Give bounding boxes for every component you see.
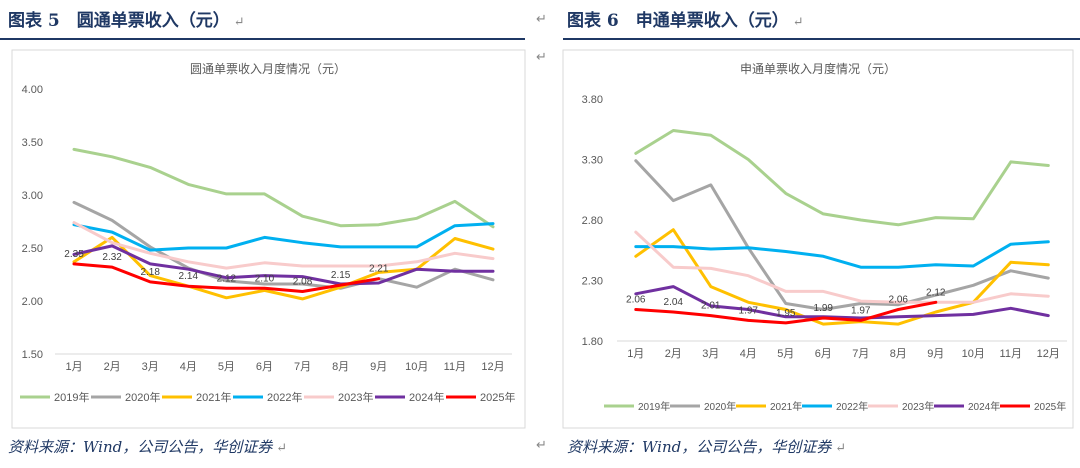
data-label: 1.99 (814, 303, 834, 314)
x-tick-label: 3月 (142, 361, 159, 373)
right-figure-header: 图表 6 申通单票收入（元） ↵ (563, 0, 1080, 40)
legend-label: 2022年 (836, 400, 868, 413)
left-figure-header: 图表 5 圆通单票收入（元） ↵ (0, 0, 525, 40)
legend-label: 2019年 (54, 390, 89, 404)
data-label: 2.12 (217, 273, 237, 284)
x-tick-label: 12月 (481, 361, 504, 373)
x-tick-label: 2月 (665, 348, 682, 360)
series-line-2023年 (634, 230, 1050, 304)
right-chart: 申通单票收入月度情况（元） 3.80 3.30 2.80 2.30 1.80 1月 2月 3月 4… (582, 61, 1067, 413)
x-tick-label: 1月 (65, 361, 82, 373)
return-mark-left: ↵ (536, 12, 547, 27)
x-tick-label: 3月 (702, 348, 719, 360)
series-line-2022年 (72, 222, 495, 252)
x-tick-label: 1月 (627, 348, 644, 360)
legend-label: 2025年 (480, 390, 515, 404)
y-tick-label: 2.30 (582, 276, 603, 288)
x-tick-label: 7月 (852, 348, 869, 360)
series-line-2019年 (72, 147, 495, 229)
y-tick-label: 3.80 (582, 94, 603, 106)
legend-label: 2022年 (267, 390, 302, 404)
data-label: 2.15 (331, 270, 351, 281)
series-line-2025年 (72, 262, 381, 293)
series-line-2020年 (634, 159, 1050, 311)
series-line-2021年 (634, 228, 1050, 326)
right-source-note: 资料来源：Wind，公司公告，华创证券 ↵ (567, 438, 847, 456)
y-tick-label: 4.00 (22, 84, 43, 96)
data-label: 1.97 (739, 305, 759, 316)
x-tick-label: 4月 (180, 361, 197, 373)
series-line-2024年 (72, 244, 495, 286)
x-tick-label: 11月 (444, 361, 466, 373)
data-label: 2.12 (926, 287, 946, 298)
right-chart-frame (562, 49, 1074, 429)
x-tick-label: 5月 (218, 361, 235, 373)
chart-title: 圆通单票收入月度情况（元） (190, 61, 346, 76)
data-label: 2.04 (664, 297, 684, 308)
y-tick-label: 2.80 (582, 215, 603, 227)
x-tick-label: 8月 (890, 348, 907, 360)
return-mark-left-3: ↵ (536, 438, 547, 453)
series-line-2023年 (72, 221, 495, 270)
legend-label: 2020年 (125, 390, 160, 404)
legend-label: 2023年 (338, 390, 373, 404)
x-tick-label: 10月 (405, 361, 428, 373)
y-tick-label: 3.30 (582, 155, 603, 167)
data-label: 2.21 (369, 264, 389, 275)
x-tick-label: 4月 (740, 348, 757, 360)
data-label: 2.06 (626, 295, 646, 306)
y-tick-label: 3.50 (22, 137, 43, 149)
data-label: 2.08 (293, 276, 313, 287)
x-tick-label: 6月 (256, 361, 273, 373)
series-line-2025年 (634, 300, 938, 325)
series-line-2021年 (72, 235, 495, 301)
chart-title: 申通单票收入月度情况（元） (740, 61, 896, 76)
y-tick-label: 2.00 (22, 296, 43, 308)
left-figure-title: 图表 5 圆通单票收入（元） ↵ (8, 11, 245, 31)
x-tick-label: 6月 (815, 348, 832, 360)
right-figure-title: 图表 6 申通单票收入（元） ↵ (567, 11, 804, 31)
data-label: 2.18 (140, 267, 160, 278)
series-line-2020年 (72, 200, 495, 290)
series-line-2022年 (634, 240, 1050, 269)
legend-label: 2024年 (968, 400, 1000, 413)
series-line-2019年 (634, 129, 1050, 227)
y-tick-label: 3.00 (22, 190, 43, 202)
legend-label: 2024年 (409, 390, 444, 404)
series-line-2024年 (634, 285, 1050, 320)
data-label: 2.14 (179, 271, 199, 282)
legend-label: 2019年 (638, 400, 670, 413)
x-tick-label: 12月 (1037, 348, 1060, 360)
left-chart: 圆通单票收入月度情况（元） 4.00 3.50 3.00 2.50 2.00 1.50 1月 2… (20, 61, 515, 404)
y-tick-label: 1.80 (582, 336, 603, 348)
y-tick-label: 2.50 (22, 243, 43, 255)
x-tick-label: 5月 (777, 348, 794, 360)
y-tick-label: 1.50 (22, 349, 43, 361)
x-tick-label: 11月 (1000, 348, 1022, 360)
data-label: 2.06 (889, 295, 909, 306)
return-mark-left-2: ↵ (536, 50, 547, 65)
legend-label: 2021年 (770, 400, 802, 413)
x-tick-label: 9月 (927, 348, 944, 360)
legend-label: 2023年 (902, 400, 934, 413)
x-tick-label: 8月 (332, 361, 349, 373)
x-tick-label: 10月 (962, 348, 985, 360)
left-source-note: 资料来源：Wind，公司公告，华创证券 ↵ (8, 438, 288, 456)
data-label: 2.35 (64, 249, 84, 260)
legend-label: 2025年 (1034, 400, 1066, 413)
data-label: 2.01 (701, 301, 721, 312)
legend-label: 2020年 (704, 400, 736, 413)
data-label: 2.10 (255, 273, 275, 284)
data-label: 1.95 (776, 308, 796, 319)
legend-label: 2021年 (196, 390, 231, 404)
x-tick-label: 9月 (370, 361, 387, 373)
x-tick-label: 2月 (104, 361, 121, 373)
data-label: 1.97 (851, 305, 871, 316)
x-tick-label: 7月 (294, 361, 311, 373)
data-label: 2.32 (102, 252, 122, 263)
